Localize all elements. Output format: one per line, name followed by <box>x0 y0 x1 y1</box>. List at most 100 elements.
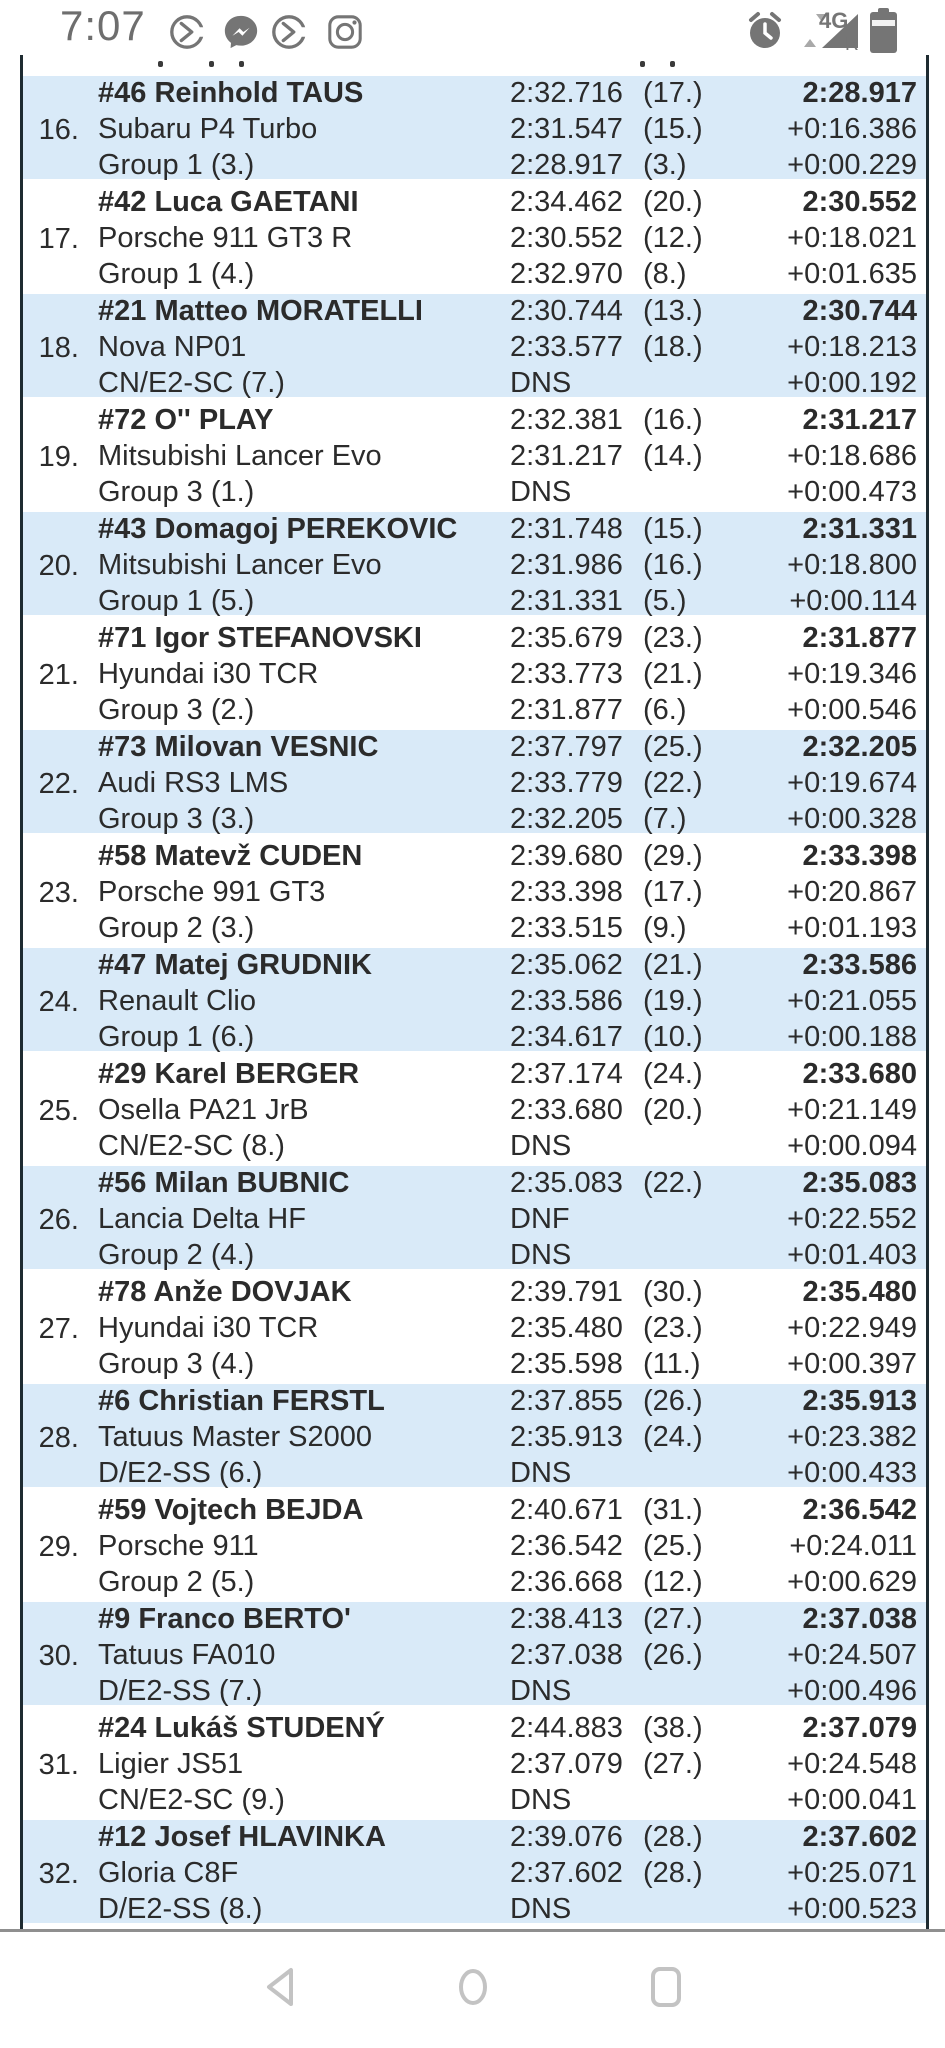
result-row[interactable]: 21. #71 Igor STEFANOVSKI Hyundai i30 TCR… <box>23 618 926 727</box>
position-number: 31. <box>38 1749 79 1781</box>
car-name: Hyundai i30 TCR <box>98 1312 319 1344</box>
best-time: 2:31.331 <box>802 513 918 545</box>
result-row[interactable]: 30. #9 Franco BERTO' Tatuus FA010 D/E2-S… <box>23 1599 926 1708</box>
best-time: 2:37.079 <box>802 1712 918 1744</box>
result-summary: 2:30.552 +0:18.021 +0:01.635 <box>787 184 917 292</box>
circle-arrow-icon <box>168 13 206 51</box>
best-time: 2:35.480 <box>802 1276 918 1308</box>
run-times: 2:39.680 (29.) 2:33.398 (17.) 2:33.515 (9.) <box>510 840 703 944</box>
class-group: D/E2-SS (8.) <box>98 1893 263 1925</box>
run-times: 2:37.855 (26.) 2:35.913 (24.) DNS <box>510 1385 703 1489</box>
gap-to-leader: +0:16.386 <box>787 113 917 145</box>
result-row[interactable]: 17. #42 Luca GAETANI Porsche 911 GT3 R G… <box>23 182 926 291</box>
gap-to-leader: +0:19.674 <box>787 767 917 799</box>
driver-name: #56 Milan BUBNIC <box>98 1167 350 1199</box>
result-summary: 2:35.913 +0:23.382 +0:00.433 <box>787 1383 917 1491</box>
position-number: 17. <box>38 223 79 255</box>
result-row[interactable]: 23. #58 Matevž CUDEN Porsche 991 GT3 Gro… <box>23 836 926 945</box>
result-row[interactable]: 31. #24 Lukáš STUDENÝ Ligier JS51 CN/E2-… <box>23 1708 926 1817</box>
gap-to-leader: +0:21.149 <box>787 1094 917 1126</box>
result-row[interactable]: 19. #72 O'' PLAY Mitsubishi Lancer Evo G… <box>23 400 926 509</box>
result-summary: 2:35.480 +0:22.949 +0:00.397 <box>787 1274 917 1382</box>
run-times: 2:39.791 (30.) 2:35.480 (23.) 2:35.598 (11.… <box>510 1276 703 1380</box>
driver-name: #59 Vojtech BEJDA <box>98 1494 364 1526</box>
result-row[interactable]: 22. #73 Milovan VESNIC Audi RS3 LMS Grou… <box>23 727 926 836</box>
result-row[interactable]: 16. #46 Reinhold TAUS Subaru P4 Turbo Gr… <box>23 73 926 182</box>
position-number: 27. <box>38 1313 79 1345</box>
result-row[interactable]: 27. #78 Anže DOVJAK Hyundai i30 TCR Grou… <box>23 1272 926 1381</box>
gap-to-previous: +0:00.114 <box>789 585 917 617</box>
result-summary: 2:33.586 +0:21.055 +0:00.188 <box>787 947 917 1055</box>
driver-name: #47 Matej GRUDNIK <box>98 949 372 981</box>
recents-icon[interactable] <box>643 1964 689 2010</box>
gap-to-previous: +0:00.397 <box>787 1348 917 1380</box>
position-number: 30. <box>38 1640 79 1672</box>
result-summary: 2:35.083 +0:22.552 +0:01.403 <box>787 1165 917 1273</box>
position-number: 16. <box>38 114 79 146</box>
driver-name: #46 Reinhold TAUS <box>98 77 364 109</box>
car-name: Tatuus Master S2000 <box>98 1421 373 1453</box>
result-row[interactable]: 20. #43 Domagoj PEREKOVIC Mitsubishi Lan… <box>23 509 926 618</box>
position-number: 26. <box>38 1204 79 1236</box>
result-summary: 2:37.038 +0:24.507 +0:00.496 <box>787 1601 917 1709</box>
result-summary: 2:28.917 +0:16.386 +0:00.229 <box>787 75 917 183</box>
car-name: Lancia Delta HF <box>98 1203 306 1235</box>
home-icon[interactable] <box>450 1964 496 2010</box>
back-icon[interactable] <box>260 1964 306 2010</box>
result-row[interactable]: 18. #21 Matteo MORATELLI Nova NP01 CN/E2… <box>23 291 926 400</box>
class-group: Group 3 (3.) <box>98 803 255 835</box>
result-row[interactable]: 24. #47 Matej GRUDNIK Renault Clio Group… <box>23 945 926 1054</box>
gap-to-previous: +0:00.094 <box>787 1130 917 1162</box>
car-name: Audi RS3 LMS <box>98 767 289 799</box>
alarm-icon <box>742 8 788 54</box>
class-group: Group 2 (4.) <box>98 1239 255 1271</box>
run-times: 2:31.748 (15.) 2:31.986 (16.) 2:31.331 (5.) <box>510 513 703 617</box>
driver-name: #6 Christian FERSTL <box>98 1385 385 1417</box>
run-times: 2:35.679 (23.) 2:33.773 (21.) 2:31.877 (6.) <box>510 622 703 726</box>
position-number: 24. <box>38 986 79 1018</box>
best-time: 2:33.680 <box>802 1058 918 1090</box>
class-group: CN/E2-SC (9.) <box>98 1784 285 1816</box>
run-times: 2:35.083 (22.) DNF DNS <box>510 1167 703 1271</box>
class-group: CN/E2-SC (8.) <box>98 1130 285 1162</box>
class-group: Group 1 (6.) <box>98 1021 255 1053</box>
best-time: 2:33.586 <box>802 949 918 981</box>
run-times: 2:37.797 (25.) 2:33.779 (22.) 2:32.205 (7.) <box>510 731 703 835</box>
driver-name: #71 Igor STEFANOVSKI <box>98 622 422 654</box>
gap-to-previous: +0:00.473 <box>787 476 917 508</box>
run-times: 2:39.076 (28.) 2:37.602 (28.) DNS <box>510 1821 703 1925</box>
result-row[interactable]: 25. #29 Karel BERGER Osella PA21 JrB CN/… <box>23 1054 926 1163</box>
car-name: Mitsubishi Lancer Evo <box>98 440 382 472</box>
driver-name: #12 Josef HLAVINKA <box>98 1821 386 1853</box>
result-row[interactable]: 29. #59 Vojtech BEJDA Porsche 911 Group … <box>23 1490 926 1599</box>
driver-name: #43 Domagoj PEREKOVIC <box>98 513 458 545</box>
result-row[interactable]: 26. #56 Milan BUBNIC Lancia Delta HF Gro… <box>23 1163 926 1272</box>
class-group: Group 2 (3.) <box>98 912 255 944</box>
messenger-icon <box>222 13 260 51</box>
gap-to-leader: +0:24.507 <box>787 1639 917 1671</box>
class-group: Group 1 (5.) <box>98 585 255 617</box>
driver-name: #58 Matevž CUDEN <box>98 840 363 872</box>
result-summary: 2:31.331 +0:18.800 +0:00.114 <box>787 511 917 619</box>
position-number: 18. <box>38 332 79 364</box>
position-number: 32. <box>38 1858 79 1890</box>
result-row[interactable]: 32. #12 Josef HLAVINKA Gloria C8F D/E2-S… <box>23 1817 926 1926</box>
position-number: 28. <box>38 1422 79 1454</box>
result-row[interactable]: 28. #6 Christian FERSTL Tatuus Master S2… <box>23 1381 926 1490</box>
gap-to-leader: +0:18.213 <box>787 331 917 363</box>
best-time: 2:35.083 <box>802 1167 918 1199</box>
driver-name: #73 Milovan VESNIC <box>98 731 379 763</box>
car-name: Hyundai i30 TCR <box>98 658 319 690</box>
gap-to-previous: +0:00.523 <box>787 1893 917 1925</box>
car-name: Mitsubishi Lancer Evo <box>98 549 382 581</box>
class-group: D/E2-SS (6.) <box>98 1457 263 1489</box>
car-name: Porsche 911 <box>98 1530 259 1562</box>
gap-to-previous: +0:01.635 <box>787 258 917 290</box>
clock-time: 7:07 <box>60 2 146 49</box>
gap-to-previous: +0:00.192 <box>787 367 917 399</box>
run-times: 2:37.174 (24.) 2:33.680 (20.) DNS <box>510 1058 703 1162</box>
circle-arrow-icon <box>270 13 308 51</box>
best-time: 2:32.205 <box>802 731 918 763</box>
gap-to-leader: +0:18.800 <box>787 549 917 581</box>
gap-to-previous: +0:00.188 <box>787 1021 917 1053</box>
